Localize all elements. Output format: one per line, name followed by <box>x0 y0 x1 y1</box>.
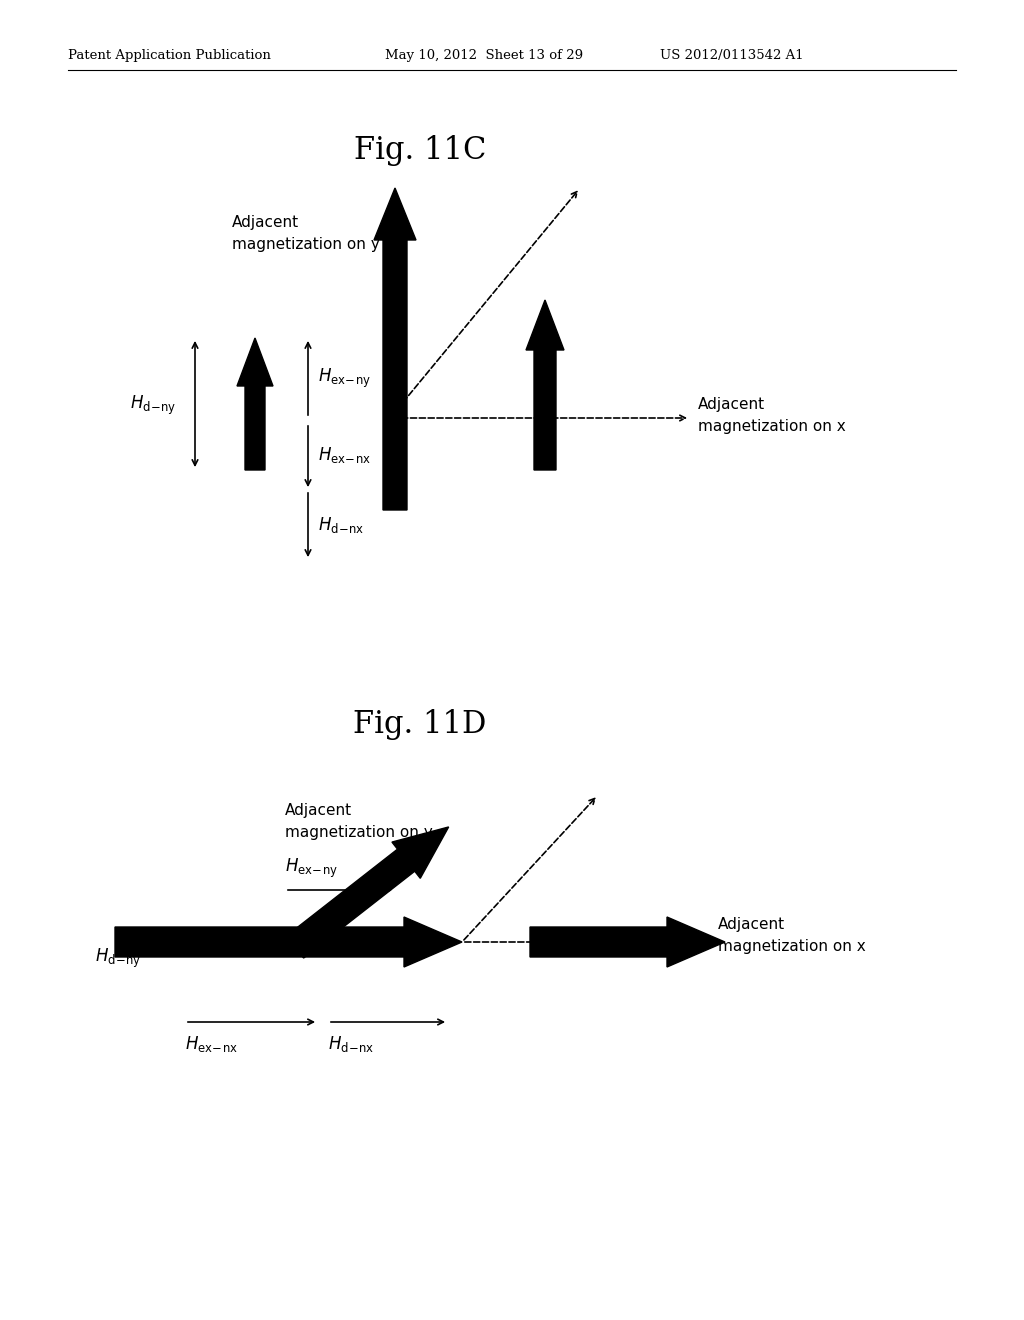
Text: Fig. 11C: Fig. 11C <box>354 135 486 165</box>
Text: $H_\mathrm{ex\!-\!ny}$: $H_\mathrm{ex\!-\!ny}$ <box>285 857 338 879</box>
Text: $H_\mathrm{ex\!-\!ny}$: $H_\mathrm{ex\!-\!ny}$ <box>318 367 371 389</box>
FancyArrow shape <box>374 187 416 510</box>
Text: US 2012/0113542 A1: US 2012/0113542 A1 <box>660 49 804 62</box>
Text: $H_\mathrm{d\!-\!ny}$: $H_\mathrm{d\!-\!ny}$ <box>130 393 176 417</box>
Text: magnetization on x: magnetization on x <box>718 940 865 954</box>
Text: $H_\mathrm{d\!-\!nx}$: $H_\mathrm{d\!-\!nx}$ <box>328 1034 374 1053</box>
Text: Adjacent: Adjacent <box>285 803 352 817</box>
Text: Adjacent: Adjacent <box>718 917 785 932</box>
Text: magnetization on y: magnetization on y <box>232 236 380 252</box>
Text: Adjacent: Adjacent <box>232 214 299 230</box>
FancyArrow shape <box>115 917 462 968</box>
Text: May 10, 2012  Sheet 13 of 29: May 10, 2012 Sheet 13 of 29 <box>385 49 583 62</box>
FancyArrow shape <box>287 826 449 958</box>
Text: Adjacent: Adjacent <box>698 397 765 412</box>
Text: $H_\mathrm{ex\!-\!nx}$: $H_\mathrm{ex\!-\!nx}$ <box>318 445 371 465</box>
Text: Fig. 11D: Fig. 11D <box>353 710 486 741</box>
Text: $H_\mathrm{ex\!-\!nx}$: $H_\mathrm{ex\!-\!nx}$ <box>185 1034 238 1053</box>
Text: Patent Application Publication: Patent Application Publication <box>68 49 271 62</box>
Text: $H_\mathrm{d\!-\!ny}$: $H_\mathrm{d\!-\!ny}$ <box>95 946 141 970</box>
FancyArrow shape <box>237 338 273 470</box>
Text: magnetization on y: magnetization on y <box>285 825 433 840</box>
Text: magnetization on x: magnetization on x <box>698 420 846 434</box>
FancyArrow shape <box>526 300 564 470</box>
Text: $H_\mathrm{d\!-\!nx}$: $H_\mathrm{d\!-\!nx}$ <box>318 515 365 535</box>
FancyArrow shape <box>530 917 725 968</box>
